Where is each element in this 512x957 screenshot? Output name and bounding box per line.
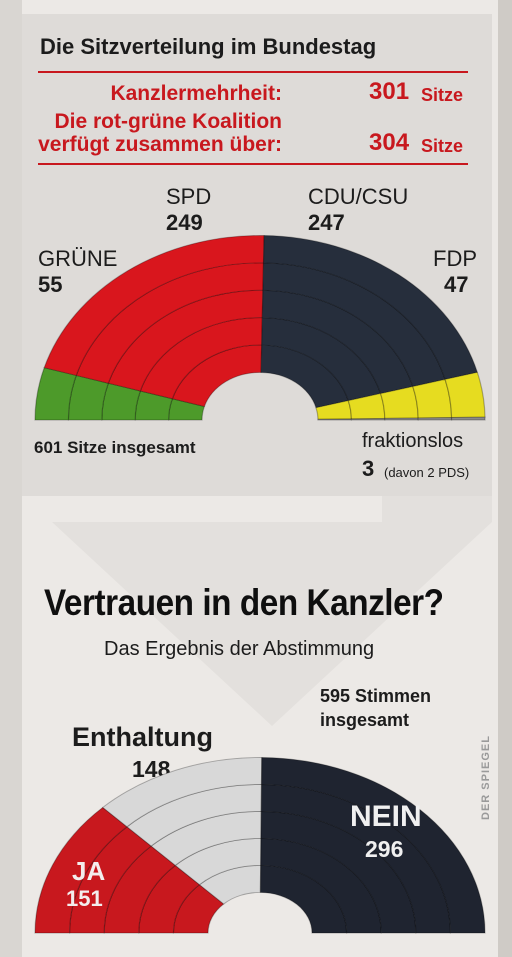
majority-unit: Sitze [421,85,464,105]
slice-spd-row-4 [43,235,265,377]
majority-label: Kanzlermehrheit: [110,82,282,105]
vote-subtitle: Das Ergebnis der Abstimmung [104,638,375,660]
coalition-value: 304 [369,129,410,156]
label-cdu: CDU/CSU [308,184,409,209]
seat-chart [34,235,486,421]
value-nein: 296 [365,836,404,862]
slice-fraktionslos-row-3 [417,417,453,421]
page-gutter [0,0,22,957]
slice-spd-row-3 [75,262,265,384]
slice-fraktionslos-row-1 [350,417,386,421]
value-gruene: 55 [38,272,63,297]
slice-fraktionslos-row-2 [384,417,419,421]
slice-fraktionslos-row-0 [317,418,353,421]
divider-bottom [38,163,468,165]
label-spd: SPD [166,184,212,209]
vote-total-line1: 595 Stimmen [320,686,432,706]
arrow-shape [52,496,492,726]
slice-nein-row-4 [260,757,486,934]
vote-title: Vertrauen in den Kanzler? [44,582,444,623]
value-fdp: 47 [444,272,469,297]
value-ja: 151 [66,886,103,911]
vote-total-line2: insgesamt [320,710,410,730]
label-fraktionslos: fraktionslos [362,430,464,452]
vote-chart [34,757,486,934]
slice-fdp-row-3 [412,378,453,419]
divider-top [38,71,468,73]
chart-title: Die Sitzverteilung im Bundestag [40,34,377,59]
value-fraktionslos: 3 [362,456,375,481]
slice-gr-ne-row-1 [134,390,174,421]
coalition-unit: Sitze [421,136,464,156]
label-enthaltung: Enthaltung [72,722,213,752]
credit: DER SPIEGEL [480,735,492,820]
slice-ja-row-3 [68,826,152,934]
page-edge [498,0,512,957]
slice-spd-row-0 [171,344,263,408]
label-fdp: FDP [433,246,477,271]
slice-gr-ne-row-0 [167,398,206,421]
slice-fdp-row-0 [315,400,352,420]
slice-fdp-row-4 [444,371,486,419]
value-spd: 249 [166,210,203,235]
coalition-label-line2: verfügt zusammen über: [38,133,282,156]
slice-gr-ne-row-4 [34,367,78,421]
label-ja: JA [72,856,106,886]
value-cdu: 247 [308,210,345,235]
label-nein: NEIN [350,800,422,833]
label-gruene: GRÜNE [38,246,118,271]
slice-ja-row-4 [34,806,128,934]
coalition-label-line1: Die rot-grüne Koalition [54,110,283,133]
slice-fraktionslos-row-4 [450,416,486,421]
seat-total: 601 Sitze insgesamt [34,438,196,457]
majority-value: 301 [369,78,410,105]
slice-spd-row-1 [139,317,263,400]
slice-cdu-csu-row-4 [262,235,479,381]
note-fraktionslos: (davon 2 PDS) [384,465,470,480]
